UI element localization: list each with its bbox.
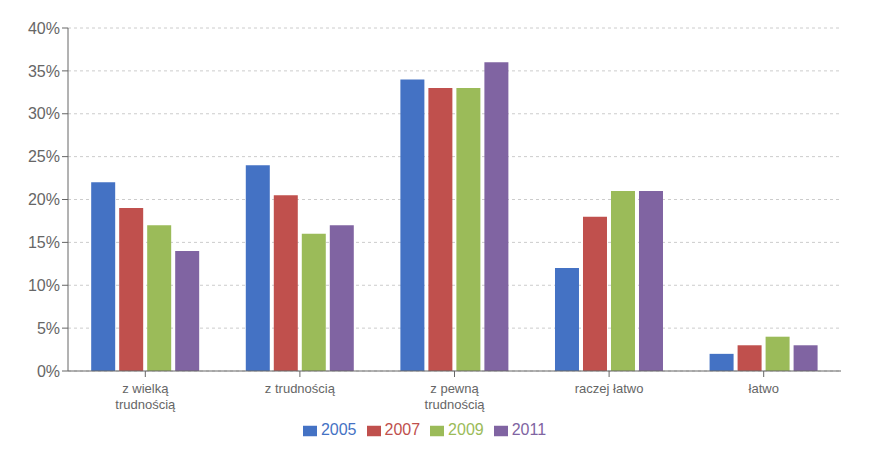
svg-text:20%: 20% [28, 191, 60, 208]
html-text:2009: 2009 [448, 421, 484, 438]
svg-text:15%: 15% [28, 234, 60, 251]
svg-text:10%: 10% [28, 277, 60, 294]
svg-text:łatwo: łatwo [749, 381, 779, 396]
html-text:2011: 2011 [511, 421, 547, 438]
html-text:2007: 2007 [384, 421, 421, 438]
svg-text:raczej łatwo: raczej łatwo [575, 381, 644, 396]
svg-text:40%: 40% [28, 20, 60, 37]
svg-text:5%: 5% [37, 320, 60, 337]
svg-text:z pewnątrudnością: z pewnątrudnością [425, 381, 486, 412]
svg-text:25%: 25% [28, 148, 60, 165]
svg-text:z wielkątrudnością: z wielkątrudnością [115, 381, 176, 412]
svg-text:30%: 30% [28, 105, 60, 122]
svg-text:0%: 0% [37, 363, 60, 380]
svg-text:35%: 35% [28, 63, 60, 80]
svg-text:z trudnością: z trudnością [265, 381, 336, 396]
html-text:2005: 2005 [320, 421, 357, 438]
